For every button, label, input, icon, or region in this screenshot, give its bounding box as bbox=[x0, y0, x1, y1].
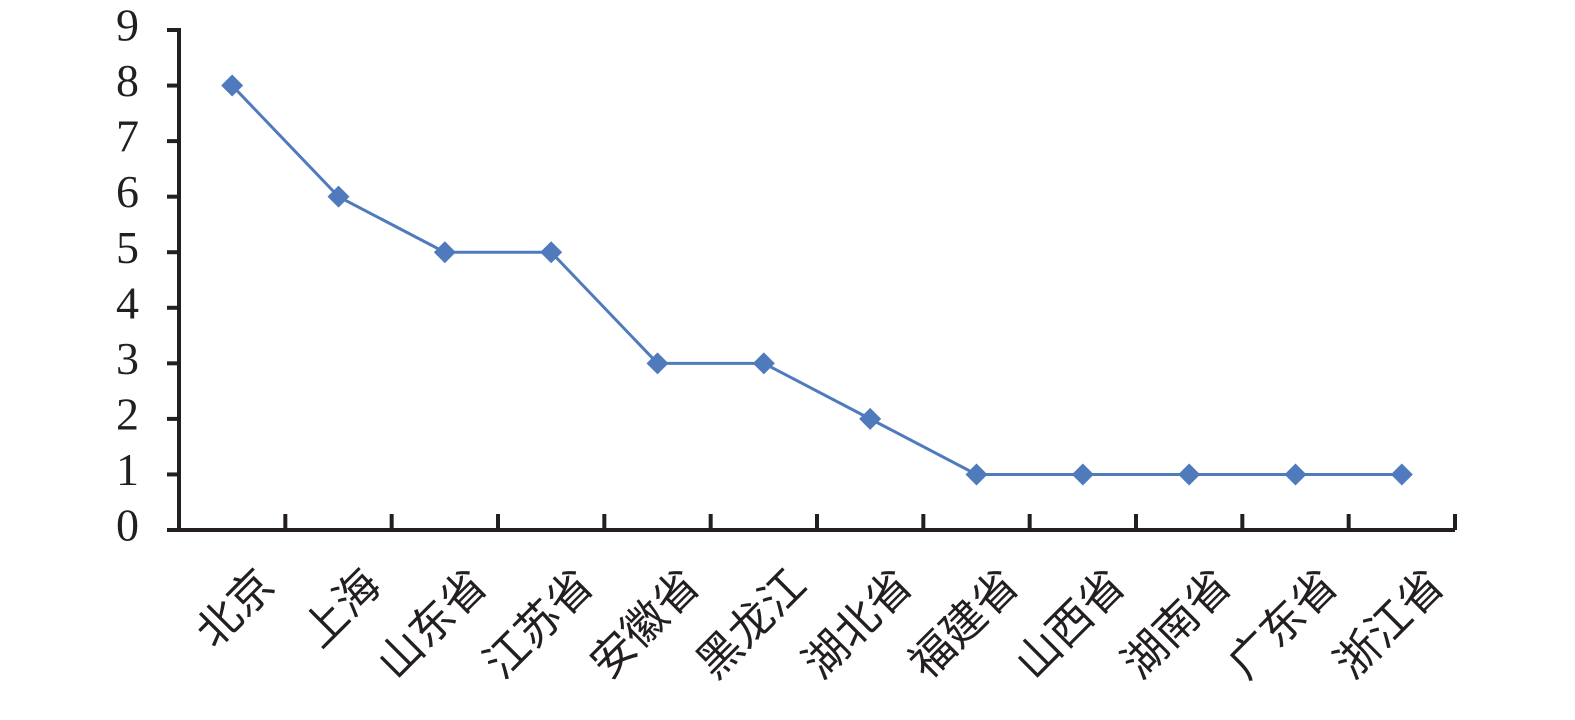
marker bbox=[965, 463, 988, 486]
x-tick-label: 山西省 bbox=[1006, 559, 1135, 688]
marker bbox=[859, 407, 882, 430]
marker bbox=[1178, 463, 1201, 486]
x-tick-label: 湖北省 bbox=[793, 559, 922, 688]
y-tick-label: 3 bbox=[116, 333, 139, 384]
marker bbox=[1284, 463, 1307, 486]
x-tick-label: 山东省 bbox=[368, 559, 497, 688]
x-tick-label: 浙江省 bbox=[1325, 559, 1454, 688]
y-tick-label: 6 bbox=[116, 166, 139, 217]
marker bbox=[752, 352, 775, 375]
x-tick-label: 黑龙江 bbox=[687, 559, 816, 688]
x-tick-label: 江苏省 bbox=[474, 559, 603, 688]
y-tick-label: 0 bbox=[116, 500, 139, 551]
y-tick-label: 8 bbox=[116, 55, 139, 106]
x-tick-label: 北京 bbox=[186, 559, 284, 657]
marker bbox=[327, 185, 350, 208]
y-tick-label: 4 bbox=[116, 277, 139, 328]
marker bbox=[646, 352, 669, 375]
y-tick-label: 5 bbox=[116, 222, 139, 273]
y-tick-label: 7 bbox=[116, 111, 139, 162]
x-tick-label: 福建省 bbox=[900, 559, 1029, 688]
line bbox=[231, 84, 1402, 476]
y-tick-label: 2 bbox=[116, 388, 139, 439]
x-tick-label: 广东省 bbox=[1219, 559, 1348, 688]
x-tick-label: 上海 bbox=[293, 559, 391, 657]
marker bbox=[221, 74, 244, 97]
marker bbox=[1071, 463, 1094, 486]
x-tick-label: 安徽省 bbox=[581, 559, 710, 688]
y-tick-label: 1 bbox=[116, 444, 139, 495]
marker bbox=[433, 241, 456, 264]
y-tick-label: 9 bbox=[116, 0, 139, 51]
marker bbox=[540, 241, 563, 264]
x-tick-label: 湖南省 bbox=[1112, 559, 1241, 688]
marker bbox=[1390, 463, 1413, 486]
